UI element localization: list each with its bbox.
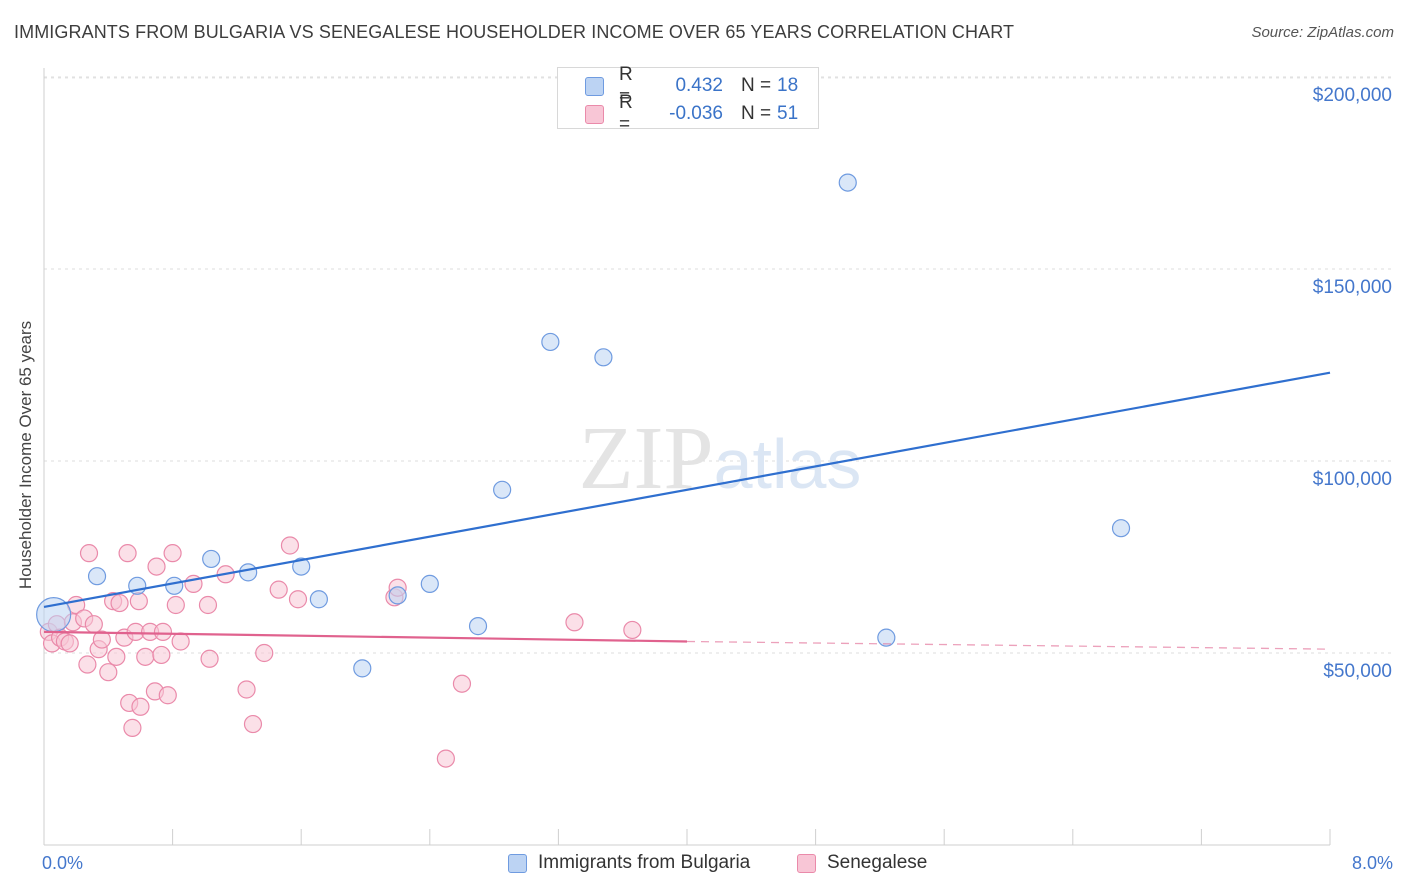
chart-source: Source: ZipAtlas.com	[1251, 24, 1394, 41]
senegalese-point	[436, 749, 455, 768]
bulgaria-point	[353, 659, 372, 678]
legend-swatch-senegalese	[797, 853, 816, 873]
senegalese-point	[60, 634, 79, 653]
r-value: 0.432	[675, 75, 723, 96]
bulgaria-point	[838, 173, 857, 192]
bulgaria-point	[309, 590, 328, 609]
senegalese-point	[166, 595, 185, 615]
senegalese-point	[152, 645, 171, 665]
senegalese-point	[623, 620, 642, 640]
legend-row-bulgaria: R = 0.432 N = 18	[585, 64, 799, 107]
senegalese-point	[243, 714, 263, 734]
bulgaria-point	[165, 576, 184, 595]
watermark: ZIPatlas	[579, 409, 862, 508]
senegalese-point	[280, 536, 300, 555]
senegalese-point	[84, 615, 103, 634]
n-label: N =	[741, 103, 772, 124]
legend-item-senegalese: Senegalese	[797, 852, 927, 874]
x-tick-label-min: 0.0%	[42, 853, 84, 873]
series-legend: Immigrants from Bulgaria Senegalese	[0, 852, 1406, 878]
y-tick-label: $200,000	[1313, 85, 1392, 106]
senegalese-point	[452, 674, 472, 693]
senegalese-point	[129, 592, 148, 611]
bulgaria-points	[36, 173, 1131, 678]
senegalese-point	[110, 593, 129, 613]
y-tick-label: $50,000	[1323, 661, 1392, 682]
bulgaria-point	[239, 563, 258, 582]
bulgaria-point	[388, 586, 407, 605]
senegalese-point	[92, 630, 111, 649]
senegalese-point	[123, 718, 142, 737]
bulgaria-point	[594, 348, 613, 367]
legend-label-bulgaria: Immigrants from Bulgaria	[538, 852, 751, 873]
senegalese-point	[153, 622, 173, 641]
r-label: R =	[619, 64, 633, 107]
r-label: R =	[619, 92, 633, 135]
legend-swatch-bulgaria	[585, 76, 604, 96]
y-tick-label: $150,000	[1313, 277, 1392, 298]
senegalese-point	[269, 580, 288, 599]
legend-item-bulgaria: Immigrants from Bulgaria	[508, 852, 750, 874]
n-value: 18	[777, 75, 799, 96]
senegalese-point	[118, 544, 137, 563]
legend-swatch-bulgaria	[508, 853, 527, 873]
bulgaria-point	[877, 628, 896, 647]
y-tick-label: $100,000	[1313, 469, 1392, 490]
senegalese-point	[136, 647, 155, 666]
senegalese-point	[163, 544, 182, 563]
senegalese-point	[131, 697, 150, 716]
bulgaria-trend-line	[43, 371, 1331, 609]
senegalese-point	[198, 595, 218, 615]
axes	[43, 68, 1331, 846]
senegalese-point	[288, 590, 308, 609]
legend-label-senegalese: Senegalese	[827, 852, 928, 873]
senegalese-point	[171, 632, 190, 651]
x-tick-label-max: 8.0%	[1351, 853, 1393, 873]
senegalese-point	[79, 544, 99, 563]
senegalese-point	[200, 649, 219, 668]
senegalese-point	[565, 613, 584, 632]
bulgaria-point	[541, 332, 560, 352]
bulgaria-point	[202, 549, 221, 569]
senegalese-trend-line	[43, 630, 688, 643]
bulgaria-point	[1111, 519, 1131, 538]
senegalese-point	[107, 647, 126, 666]
y-tick-labels: $50,000 $100,000 $150,000 $200,000	[1313, 85, 1392, 682]
senegalese-point	[158, 686, 177, 705]
senegalese-point	[237, 680, 256, 699]
senegalese-point	[78, 655, 97, 674]
r-value: -0.036	[669, 103, 723, 124]
senegalese-point	[99, 663, 118, 682]
bulgaria-point	[420, 574, 439, 593]
bulgaria-point	[493, 480, 512, 499]
senegalese-point	[255, 643, 274, 663]
bulgaria-point	[292, 557, 311, 576]
n-value: 51	[777, 103, 799, 124]
legend-swatch-senegalese	[585, 104, 604, 124]
senegalese-points	[39, 536, 642, 768]
senegalese-trend-line-extrapolated	[686, 640, 1331, 650]
senegalese-point	[147, 557, 166, 576]
legend-row-senegalese: R = -0.036 N = 51	[585, 92, 799, 135]
bulgaria-point	[87, 567, 107, 586]
bulgaria-point	[468, 617, 488, 636]
chart-title: IMMIGRANTS FROM BULGARIA VS SENEGALESE H…	[14, 22, 1015, 42]
trend-lines	[43, 371, 1331, 650]
n-label: N =	[741, 75, 772, 96]
correlation-legend: R = 0.432 N = 18 R = -0.036 N = 51	[557, 64, 819, 135]
